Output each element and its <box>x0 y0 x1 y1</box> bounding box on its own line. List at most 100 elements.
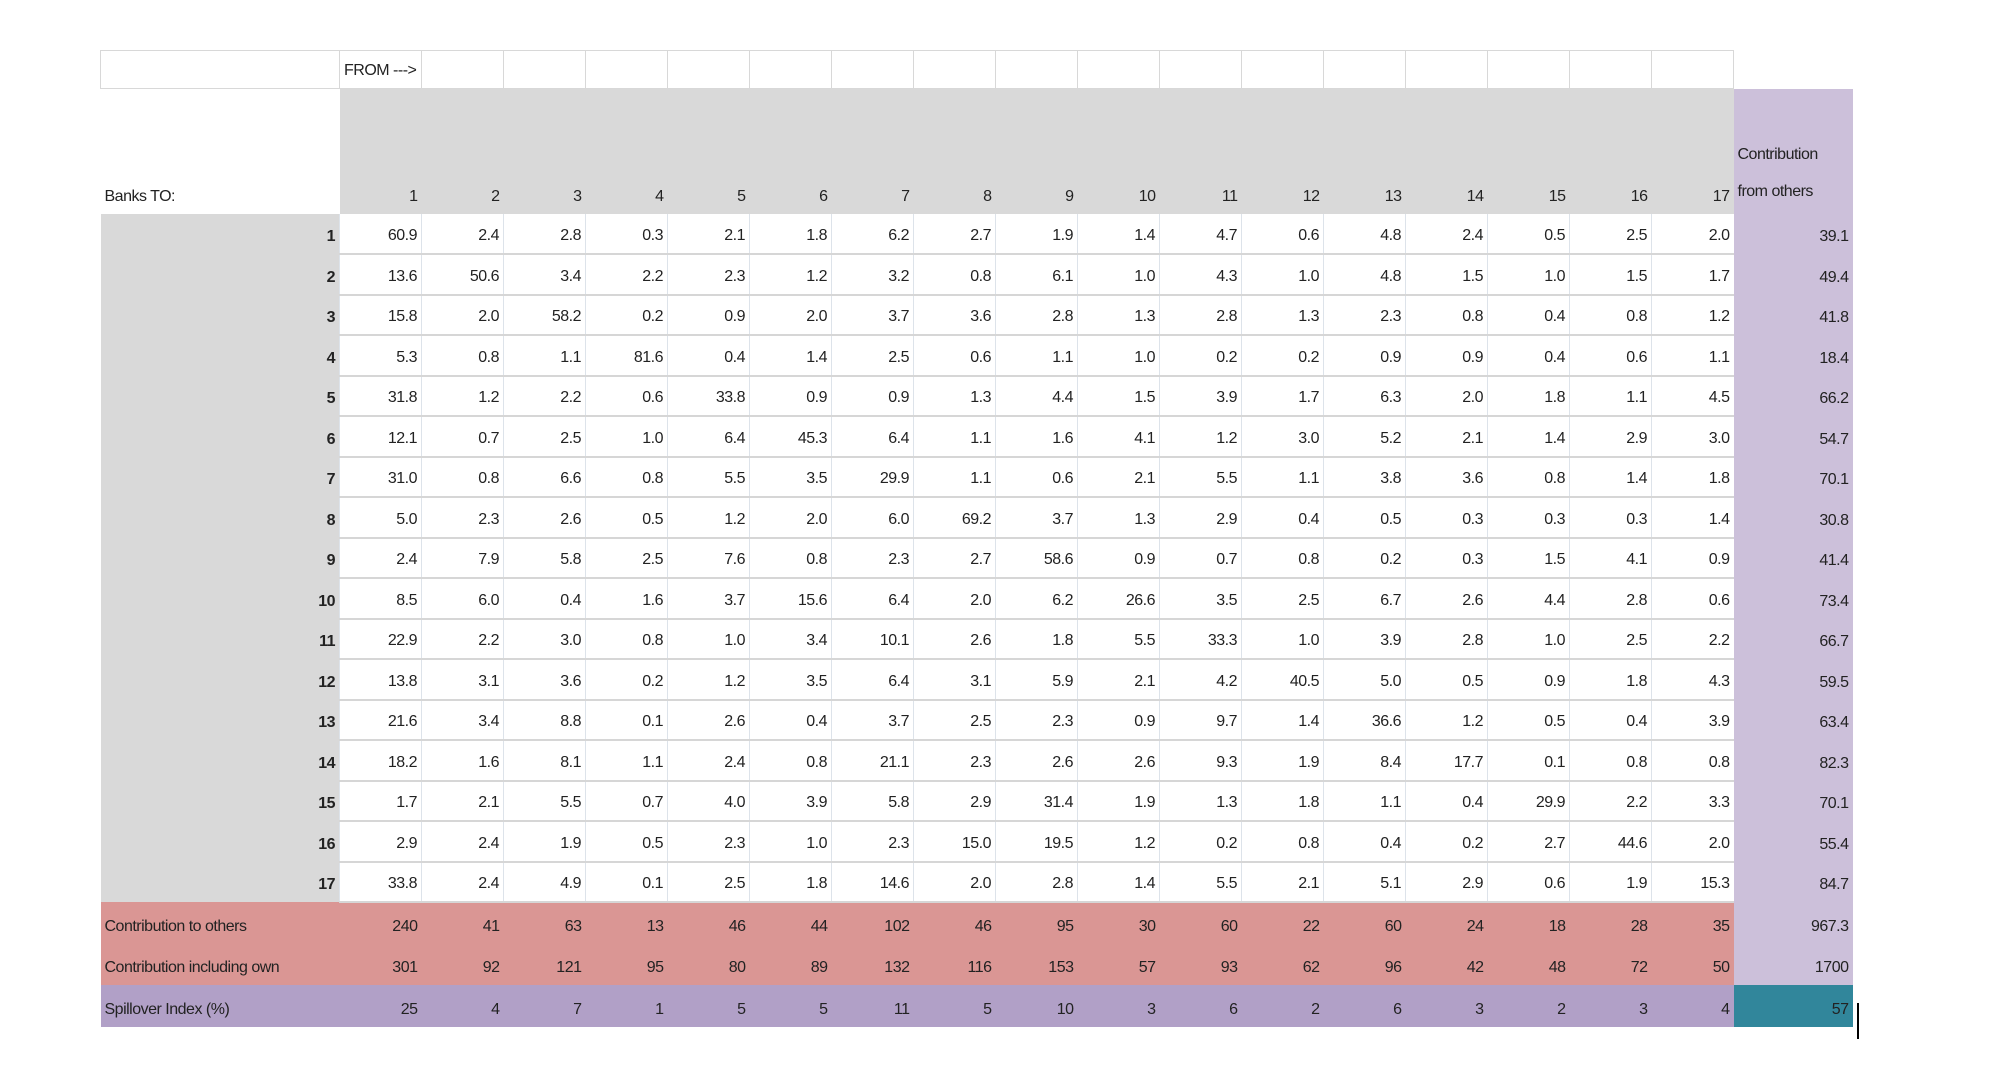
summary-cell[interactable]: 7 <box>503 985 586 1027</box>
cell[interactable]: 1.6 <box>421 740 504 782</box>
summary-cell[interactable]: 153 <box>995 943 1078 985</box>
cell[interactable]: 3.9 <box>1323 618 1406 660</box>
summary-cell[interactable]: 22 <box>1241 902 1324 944</box>
cell[interactable]: 2.0 <box>913 578 996 620</box>
cell[interactable]: 2.5 <box>1569 213 1652 255</box>
cell[interactable]: 0.8 <box>1405 294 1488 336</box>
cell[interactable]: 1.4 <box>1241 699 1324 741</box>
cell[interactable]: 1.4 <box>1487 416 1570 458</box>
empty-cell[interactable] <box>1159 50 1242 89</box>
summary-cell[interactable]: 57 <box>1077 943 1160 985</box>
cell[interactable]: 0.4 <box>1569 699 1652 741</box>
summary-label[interactable]: Spillover Index (%) <box>100 985 340 1027</box>
from-others-cell[interactable]: 73.4 <box>1733 578 1853 619</box>
summary-cell[interactable]: 63 <box>503 902 586 944</box>
cell[interactable]: 0.1 <box>1487 740 1570 782</box>
cell[interactable]: 36.6 <box>1323 699 1406 741</box>
cell[interactable]: 6.6 <box>503 456 586 498</box>
summary-label[interactable]: Contribution including own <box>100 943 340 985</box>
cell[interactable]: 1.9 <box>995 213 1078 255</box>
cell[interactable]: 0.9 <box>1077 699 1160 741</box>
from-others-cell[interactable]: 41.8 <box>1733 294 1853 335</box>
cell[interactable]: 2.6 <box>995 740 1078 782</box>
cell[interactable]: 2.5 <box>1569 618 1652 660</box>
cell[interactable]: 0.9 <box>667 294 750 336</box>
cell[interactable]: 2.7 <box>913 537 996 579</box>
cell[interactable]: 58.2 <box>503 294 586 336</box>
cell[interactable]: 0.8 <box>749 740 832 782</box>
cell[interactable]: 5.1 <box>1323 861 1406 903</box>
cell[interactable]: 0.9 <box>831 375 914 417</box>
column-header[interactable]: 2 <box>421 88 504 214</box>
row-label[interactable]: 8 <box>100 497 340 538</box>
column-header[interactable]: 3 <box>503 88 586 214</box>
cell[interactable]: 9.3 <box>1159 740 1242 782</box>
cell[interactable]: 2.0 <box>1651 821 1734 863</box>
cell[interactable]: 2.1 <box>1241 861 1324 903</box>
cell[interactable]: 0.3 <box>1569 497 1652 539</box>
row-label[interactable]: 12 <box>100 659 340 700</box>
cell[interactable]: 2.3 <box>421 497 504 539</box>
cell[interactable]: 0.9 <box>1651 537 1734 579</box>
cell[interactable]: 10.1 <box>831 618 914 660</box>
row-label[interactable]: 2 <box>100 254 340 295</box>
cell[interactable]: 0.8 <box>1241 821 1324 863</box>
cell[interactable]: 4.5 <box>1651 375 1734 417</box>
from-others-cell[interactable]: 82.3 <box>1733 740 1853 781</box>
cell[interactable]: 5.5 <box>1077 618 1160 660</box>
cell[interactable]: 6.3 <box>1323 375 1406 417</box>
cell[interactable]: 2.9 <box>1405 861 1488 903</box>
cell[interactable]: 0.4 <box>749 699 832 741</box>
cell[interactable]: 2.2 <box>503 375 586 417</box>
cell[interactable]: 2.1 <box>1077 456 1160 498</box>
cell[interactable]: 1.0 <box>585 416 668 458</box>
empty-cell[interactable] <box>1323 50 1406 89</box>
cell[interactable]: 0.8 <box>585 456 668 498</box>
summary-cell[interactable]: 5 <box>913 985 996 1027</box>
summary-total[interactable]: 1700 <box>1733 943 1853 985</box>
cell[interactable]: 1.8 <box>1487 375 1570 417</box>
cell[interactable]: 4.2 <box>1159 659 1242 701</box>
cell[interactable]: 1.3 <box>1159 780 1242 822</box>
cell[interactable]: 26.6 <box>1077 578 1160 620</box>
cell[interactable]: 5.5 <box>503 780 586 822</box>
row-label[interactable]: 14 <box>100 740 340 781</box>
row-label[interactable]: 17 <box>100 861 340 902</box>
from-others-cell[interactable]: 41.4 <box>1733 537 1853 578</box>
cell[interactable]: 81.6 <box>585 335 668 377</box>
cell[interactable]: 2.7 <box>1487 821 1570 863</box>
column-header[interactable]: 11 <box>1159 88 1242 214</box>
column-header[interactable]: 12 <box>1241 88 1324 214</box>
cell[interactable]: 1.3 <box>1077 497 1160 539</box>
column-header[interactable]: 1 <box>339 88 422 214</box>
cell[interactable]: 5.8 <box>831 780 914 822</box>
cell[interactable]: 2.3 <box>831 537 914 579</box>
summary-cell[interactable]: 30 <box>1077 902 1160 944</box>
column-header[interactable]: 4 <box>585 88 668 214</box>
cell[interactable]: 1.9 <box>1077 780 1160 822</box>
from-others-cell[interactable]: 18.4 <box>1733 335 1853 376</box>
cell[interactable]: 2.4 <box>1405 213 1488 255</box>
row-label[interactable]: 13 <box>100 699 340 740</box>
cell[interactable]: 0.1 <box>585 699 668 741</box>
cell[interactable]: 2.5 <box>503 416 586 458</box>
corner-cell[interactable] <box>100 50 340 89</box>
from-others-header[interactable]: Contribution from others <box>1733 88 1853 214</box>
cell[interactable]: 60.9 <box>339 213 422 255</box>
cell[interactable]: 2.1 <box>421 780 504 822</box>
cell[interactable]: 15.3 <box>1651 861 1734 903</box>
empty-cell[interactable] <box>913 50 996 89</box>
cell[interactable]: 3.5 <box>1159 578 1242 620</box>
cell[interactable]: 0.3 <box>585 213 668 255</box>
cell[interactable]: 2.1 <box>1405 416 1488 458</box>
cell[interactable]: 2.2 <box>585 254 668 296</box>
cell[interactable]: 1.2 <box>749 254 832 296</box>
cell[interactable]: 0.1 <box>585 861 668 903</box>
cell[interactable]: 1.1 <box>995 335 1078 377</box>
summary-cell[interactable]: 121 <box>503 943 586 985</box>
cell[interactable]: 3.7 <box>995 497 1078 539</box>
cell[interactable]: 2.1 <box>1077 659 1160 701</box>
summary-cell[interactable]: 25 <box>339 985 422 1027</box>
summary-cell[interactable]: 3 <box>1405 985 1488 1027</box>
cell[interactable]: 0.8 <box>421 456 504 498</box>
